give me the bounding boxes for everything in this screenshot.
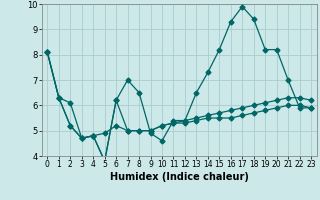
- X-axis label: Humidex (Indice chaleur): Humidex (Indice chaleur): [110, 172, 249, 182]
